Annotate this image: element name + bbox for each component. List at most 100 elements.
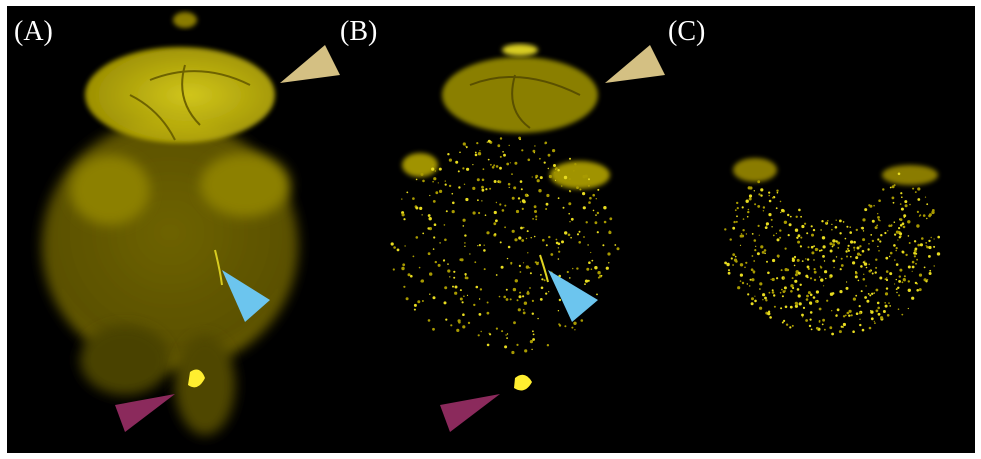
speckle <box>561 185 563 187</box>
speckle <box>784 221 787 224</box>
speckle <box>928 215 931 218</box>
speckle <box>797 288 800 291</box>
speckle <box>819 250 821 252</box>
speckle <box>859 319 860 320</box>
speckle <box>526 292 529 295</box>
speckle <box>886 279 888 281</box>
speckle <box>455 286 458 289</box>
speckle <box>929 270 931 272</box>
speckle <box>483 168 485 170</box>
speckle <box>475 152 477 154</box>
speckle <box>606 267 609 270</box>
speckle <box>458 321 461 324</box>
speckle <box>851 314 853 316</box>
speckle <box>462 301 464 303</box>
speckle <box>538 189 541 192</box>
speckle <box>478 152 481 155</box>
speckle <box>747 216 749 218</box>
speckle <box>872 273 874 275</box>
speckle <box>795 303 798 306</box>
speckle <box>855 271 857 273</box>
speckle <box>754 203 756 205</box>
speckle <box>483 249 486 252</box>
speckle <box>855 295 857 297</box>
speckle <box>535 177 537 179</box>
speckle <box>499 181 502 184</box>
speckle <box>902 251 905 254</box>
speckle <box>814 268 816 270</box>
speckle <box>894 234 896 236</box>
speckle <box>458 170 460 172</box>
speckle <box>507 258 508 259</box>
speckle <box>465 275 466 276</box>
speckle <box>871 317 874 320</box>
speckle <box>740 235 743 238</box>
speckle <box>825 222 827 224</box>
speckle <box>728 269 730 271</box>
speckle <box>917 198 920 201</box>
speckle <box>428 214 431 217</box>
speckle <box>503 154 506 157</box>
speckle <box>796 237 798 239</box>
speckle <box>401 267 404 270</box>
speckle <box>821 249 823 251</box>
speckle <box>444 224 446 226</box>
speckle <box>780 292 782 294</box>
speckle <box>481 331 482 332</box>
speckle <box>841 264 844 267</box>
speckle <box>493 222 496 225</box>
speckle <box>937 236 940 239</box>
speckle <box>908 280 910 282</box>
speckle <box>905 204 908 207</box>
speckle <box>819 276 820 277</box>
speckle <box>898 227 900 229</box>
speckle <box>759 282 762 285</box>
speckle <box>524 302 527 305</box>
speckle <box>916 289 919 292</box>
speckle <box>732 227 735 230</box>
speckle <box>520 271 522 273</box>
speckle <box>406 297 409 300</box>
speckle <box>564 231 567 234</box>
speckle <box>603 206 606 209</box>
speckle <box>736 215 738 217</box>
speckle <box>802 260 804 262</box>
speckle <box>545 293 547 295</box>
speckle <box>464 184 465 185</box>
speckle <box>548 236 550 238</box>
speckle <box>496 328 498 330</box>
speckle <box>393 246 396 249</box>
speckle <box>465 198 468 201</box>
speckle <box>909 204 911 206</box>
speckle <box>521 149 523 151</box>
speckle <box>768 195 770 197</box>
speckle <box>850 227 851 228</box>
speckle <box>886 287 888 289</box>
speckle <box>594 266 597 269</box>
speckle <box>504 345 507 348</box>
speckle <box>832 260 835 263</box>
speckle <box>428 319 431 322</box>
speckle <box>596 294 598 296</box>
speckle <box>608 262 609 263</box>
speckle <box>533 334 535 336</box>
speckle <box>541 287 544 290</box>
speckle <box>794 280 797 283</box>
speckle <box>780 212 781 213</box>
speckle <box>546 194 549 197</box>
speckle <box>750 279 752 281</box>
speckle <box>877 307 880 310</box>
speckle <box>912 261 915 264</box>
speckle <box>934 238 935 239</box>
speckle <box>853 241 856 244</box>
speckle <box>872 240 874 242</box>
speckle <box>928 246 931 249</box>
speckle <box>463 219 466 222</box>
speckle <box>408 273 411 276</box>
speckle <box>554 172 555 173</box>
speckle <box>459 152 461 154</box>
speckle <box>923 214 926 217</box>
speckle <box>607 252 610 255</box>
speckle <box>568 202 571 205</box>
speckle <box>885 257 888 260</box>
